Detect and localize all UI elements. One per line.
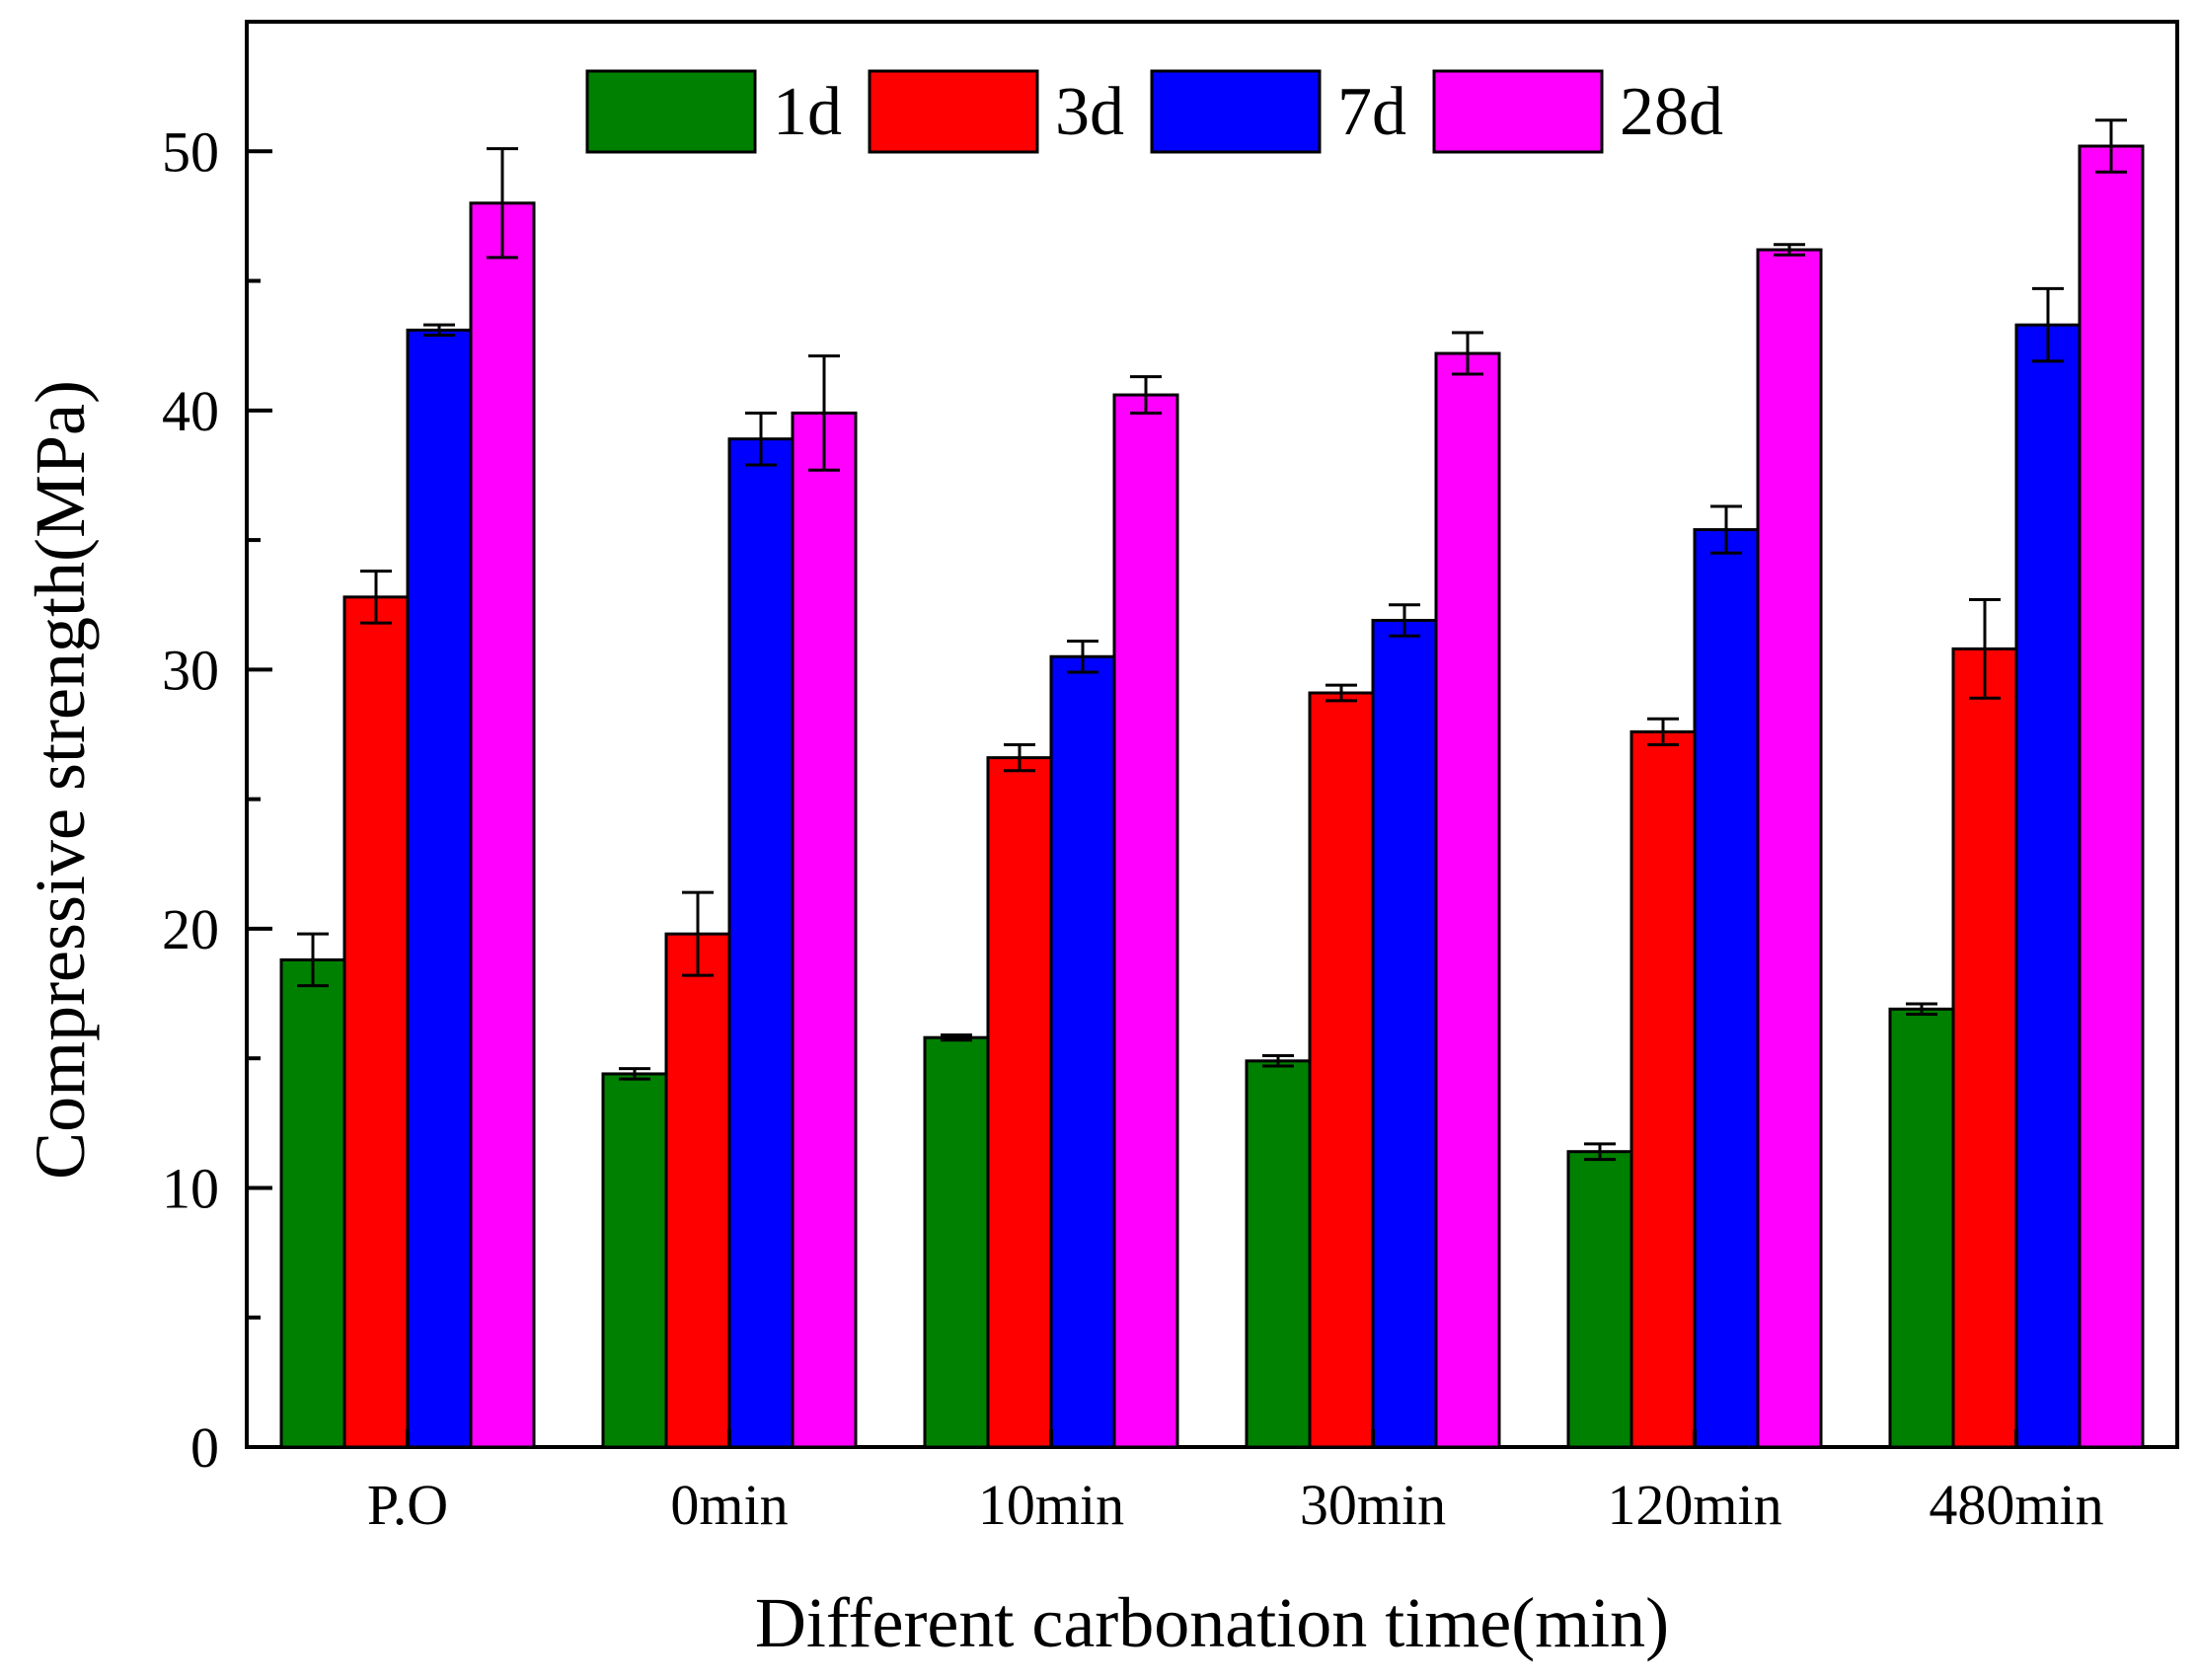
bar-3d-10min <box>986 756 1053 1449</box>
bar-28d-10min <box>1112 393 1179 1449</box>
bar-1d-480min <box>1888 1007 1955 1449</box>
bar-3d-120min <box>1629 729 1697 1449</box>
x-tick-label: 10min <box>978 1473 1124 1537</box>
bar-1d-0min <box>601 1072 668 1449</box>
legend-swatch-7d <box>1150 69 1322 154</box>
bar-7d-480min <box>2014 323 2082 1449</box>
bar-28d-480min <box>2078 144 2145 1449</box>
y-tick-label: 0 <box>190 1415 219 1480</box>
x-axis-title: Different carbonation time(min) <box>755 1583 1669 1662</box>
x-tick-label: 120min <box>1607 1473 1781 1537</box>
bar-3d-30min <box>1308 691 1375 1449</box>
x-tick-label: 30min <box>1300 1473 1446 1537</box>
plot-frame <box>245 20 2179 1449</box>
bar-7d-120min <box>1693 528 1760 1449</box>
legend-label-3d: 3d <box>1055 74 1124 150</box>
x-axis: P.O 0min 10min 30min 120min 480min <box>367 1429 2104 1537</box>
legend: 1d 3d 7d 28d <box>585 69 1723 154</box>
y-axis-title: Compressive strength(MPa) <box>21 380 100 1180</box>
legend-label-7d: 7d <box>1337 74 1406 150</box>
bar-28d-120min <box>1756 248 1823 1449</box>
bars-layer <box>279 118 2145 1449</box>
y-axis: 0 10 20 30 40 50 <box>162 20 272 1480</box>
y-tick-label: 50 <box>162 119 219 184</box>
legend-swatch-3d <box>868 69 1039 154</box>
bar-7d-10min <box>1049 654 1116 1449</box>
bar-28d-30min <box>1434 351 1501 1449</box>
bar-3d-0min <box>664 932 731 1449</box>
bar-28d-P.O <box>469 201 536 1449</box>
bar-3d-P.O <box>342 595 410 1449</box>
bar-7d-P.O <box>406 328 473 1449</box>
legend-swatch-28d <box>1432 69 1604 154</box>
y-tick-label: 20 <box>162 897 219 961</box>
y-tick-label: 40 <box>162 379 219 443</box>
legend-label-28d: 28d <box>1620 74 1723 150</box>
bar-28d-0min <box>791 411 858 1449</box>
legend-swatch-1d <box>585 69 757 154</box>
legend-label-1d: 1d <box>773 74 842 150</box>
bar-1d-30min <box>1245 1059 1312 1449</box>
bar-7d-0min <box>727 437 795 1449</box>
bar-1d-P.O <box>279 957 346 1449</box>
bar-7d-30min <box>1371 618 1438 1449</box>
x-tick-label: 480min <box>1929 1473 2103 1537</box>
x-tick-label: P.O <box>367 1473 448 1537</box>
y-tick-label: 30 <box>162 638 219 702</box>
bar-1d-120min <box>1566 1150 1633 1449</box>
y-tick-label: 10 <box>162 1156 219 1220</box>
bar-1d-10min <box>923 1035 990 1449</box>
x-tick-label: 0min <box>670 1473 788 1537</box>
bar-3d-480min <box>1951 647 2018 1449</box>
